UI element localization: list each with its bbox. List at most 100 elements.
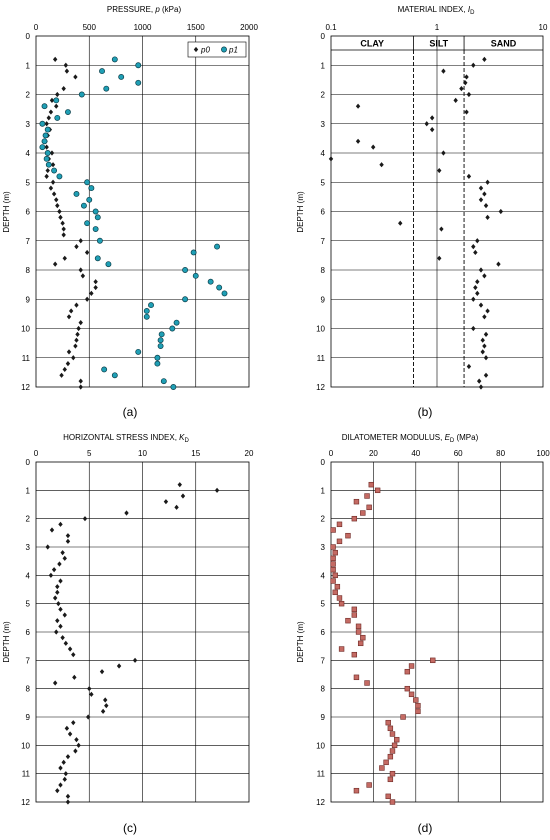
pressure-point-p1 (221, 290, 228, 297)
material-caption: (b) (418, 405, 433, 419)
material-point-id (480, 337, 485, 343)
pressure-point-p0 (89, 290, 94, 296)
kd-point-kd (124, 510, 129, 516)
ed-point-ed (336, 521, 343, 528)
pressure-point-p0 (84, 249, 90, 256)
material-point-id (476, 378, 482, 384)
kd-y-tick-label: 0 (26, 458, 31, 467)
kd-point-kd (45, 544, 50, 550)
pressure-point-p0 (74, 302, 79, 308)
material-point-id (483, 355, 489, 361)
pressure-y-tick-label: 12 (21, 383, 30, 392)
kd-point-kd (104, 703, 109, 709)
pressure-point-p1 (84, 179, 91, 186)
pressure-point-p1 (160, 378, 167, 385)
kd-point-kd (62, 612, 67, 618)
pressure-point-p0 (48, 185, 54, 191)
pressure-point-p0 (74, 244, 79, 250)
pressure-point-p0 (55, 91, 60, 98)
pressure-point-p0 (48, 109, 54, 115)
kd-point-kd (58, 623, 63, 629)
pressure-point-p0 (73, 343, 78, 349)
ed-point-ed (330, 527, 336, 533)
kd-y-tick-label: 11 (22, 770, 31, 779)
pressure-point-p1 (92, 226, 99, 232)
pressure-point-p0 (80, 273, 86, 279)
material-point-id (483, 203, 489, 209)
material-point-id (466, 363, 472, 370)
pressure-point-p0 (57, 208, 62, 215)
pressure-point-p0 (71, 355, 76, 361)
ed-point-ed (364, 493, 370, 499)
pressure-point-p1 (41, 103, 48, 110)
material-point-id (482, 56, 487, 62)
pressure-point-p0 (62, 255, 67, 261)
ed-y-tick-label: 2 (321, 515, 326, 524)
material-point-id (478, 185, 484, 191)
kd-point-kd (67, 731, 73, 737)
material-point-id (370, 144, 376, 150)
pressure-point-p0 (58, 214, 63, 220)
kd-point-kd (62, 555, 67, 561)
material-y-tick-label: 3 (321, 120, 326, 129)
pressure-point-p1 (143, 313, 150, 320)
ed-point-ed (389, 748, 396, 754)
pressure-point-p1 (96, 237, 103, 244)
ed-point-ed (338, 600, 345, 607)
legend-label-p1: p1 (228, 46, 238, 55)
pressure-point-p1 (73, 190, 80, 197)
pressure-caption: (a) (123, 405, 138, 419)
kd-point-kd (72, 674, 77, 680)
pressure-point-p1 (170, 384, 177, 390)
pressure-point-p1 (173, 319, 180, 326)
pressure-point-p0 (78, 384, 83, 390)
kd-point-kd (132, 657, 138, 663)
material-y-tick-label: 2 (321, 91, 326, 100)
pressure-point-p0 (46, 115, 51, 121)
kd-point-kd (58, 578, 63, 584)
material-point-id (480, 349, 485, 355)
ed-point-ed (351, 612, 358, 618)
material-y-tick-label: 9 (321, 295, 326, 304)
kd-title: HORIZONTAL STRESS INDEX, KD (63, 433, 189, 444)
kd-y-tick-label: 12 (21, 798, 30, 807)
ed-point-ed (404, 668, 411, 675)
ed-point-ed (351, 651, 358, 658)
material-point-id (441, 150, 446, 156)
ed-point-ed (351, 606, 358, 613)
kd-y-tick-label: 3 (26, 543, 31, 552)
kd-point-kd (180, 493, 186, 499)
pressure-point-p0 (78, 378, 83, 384)
kd-y-tick-label: 8 (26, 685, 31, 694)
ed-point-ed (330, 566, 336, 573)
material-point-id (471, 244, 476, 250)
ed-x-tick-label: 80 (496, 449, 505, 458)
ed-point-ed (383, 759, 389, 766)
pressure-point-p1 (157, 343, 164, 349)
pressure-point-p1 (192, 272, 199, 279)
pressure-point-p1 (78, 91, 85, 98)
pressure-point-p1 (41, 138, 48, 145)
pressure-point-p1 (216, 284, 223, 291)
ed-x-tick-label: 0 (329, 449, 334, 458)
pressure-point-p1 (214, 243, 220, 250)
kd-y-tick-label: 1 (26, 486, 31, 495)
material-point-id (424, 121, 429, 127)
kd-point-kd (56, 601, 61, 607)
pressure-point-p1 (86, 196, 93, 203)
pressure-y-tick-label: 2 (26, 91, 31, 100)
kd-point-kd (99, 669, 105, 675)
pressure-y-tick-label: 10 (21, 325, 30, 334)
ed-point-ed (415, 702, 421, 709)
ed-caption: (d) (418, 821, 433, 835)
ed-y-tick-label: 10 (316, 741, 325, 750)
pressure-point-p0 (61, 226, 66, 232)
pressure-point-p1 (154, 360, 161, 367)
pressure-point-p0 (78, 238, 83, 244)
material-point-id (466, 173, 472, 179)
pressure-y-tick-label: 0 (26, 32, 31, 41)
pressure-y-tick-label: 8 (26, 266, 31, 275)
kd-point-kd (85, 714, 91, 720)
kd-y-tick-label: 10 (21, 741, 30, 750)
